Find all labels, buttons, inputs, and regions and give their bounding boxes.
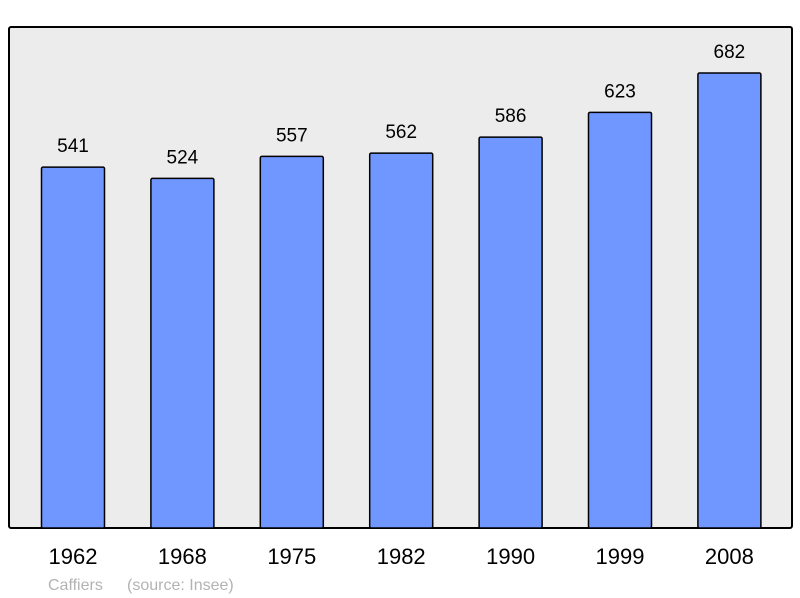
data-label-1982: 562 xyxy=(385,122,417,143)
x-tick-label-1990: 1990 xyxy=(486,544,535,569)
x-tick-label-2008: 2008 xyxy=(705,544,754,569)
bar-1982 xyxy=(368,152,434,529)
footer-place: Caffiers xyxy=(48,577,103,594)
data-label-2008: 682 xyxy=(714,42,746,63)
x-tick-label-1982: 1982 xyxy=(377,544,426,569)
x-tick-label-1968: 1968 xyxy=(158,544,207,569)
data-label-1999: 623 xyxy=(604,81,636,102)
bar-1990 xyxy=(478,136,543,529)
x-tick-label-1975: 1975 xyxy=(267,544,316,569)
data-label-1968: 524 xyxy=(167,147,199,168)
data-label-1975: 557 xyxy=(276,125,308,146)
data-label-1962: 541 xyxy=(57,136,89,157)
data-label-1990: 586 xyxy=(495,106,527,127)
x-tick-label-1999: 1999 xyxy=(596,544,645,569)
bar-1968 xyxy=(150,177,215,529)
footer-source: (source: Insee) xyxy=(127,577,234,594)
bar-1962 xyxy=(40,166,106,529)
bar-1975 xyxy=(259,155,325,529)
x-tick-label-1962: 1962 xyxy=(49,544,98,569)
bar-1999 xyxy=(587,111,653,529)
bar-2008 xyxy=(697,72,762,529)
